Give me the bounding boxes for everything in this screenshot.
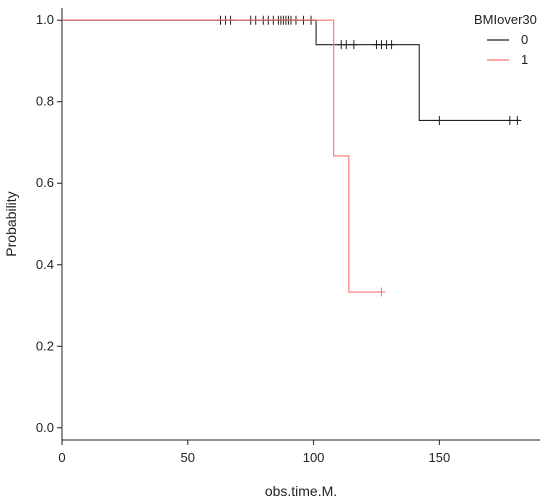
x-tick-label: 100 [303, 450, 325, 465]
axes [61, 8, 540, 441]
survival-line-0 [62, 19, 520, 122]
y-axis-title: Probability [3, 191, 19, 256]
censor-mark [513, 115, 522, 125]
legend-items: 01 [487, 32, 528, 67]
y-tick-label: 0.0 [36, 420, 54, 435]
y-tick-label: 0.8 [36, 94, 54, 109]
censor-mark [435, 115, 444, 125]
x-axis-title: obs.time.M. [265, 483, 337, 499]
series-0 [62, 15, 522, 125]
censor-mark [505, 115, 514, 125]
series-1 [62, 19, 386, 297]
censor-mark [342, 40, 351, 50]
censor-mark [349, 40, 358, 50]
censor-mark [387, 40, 396, 50]
legend-label: 0 [521, 32, 528, 47]
series-group [62, 15, 522, 297]
censor-mark [377, 287, 386, 297]
y-tick-label: 0.6 [36, 175, 54, 190]
y-tick-label: 0.4 [36, 257, 54, 272]
x-tick-label: 150 [429, 450, 451, 465]
legend-title: BMIover30 [474, 12, 537, 27]
legend-label: 1 [521, 52, 528, 67]
x-tick-label: 0 [58, 450, 65, 465]
x-ticks: 0 50 100 150 [58, 440, 450, 465]
y-tick-label: 1.0 [36, 12, 54, 27]
y-ticks: 0.0 0.2 0.4 0.6 0.8 1.0 [36, 12, 62, 435]
y-tick-label: 0.2 [36, 338, 54, 353]
legend: BMIover30 01 [474, 12, 537, 67]
x-tick-label: 50 [181, 450, 195, 465]
survival-line-1 [62, 19, 382, 293]
